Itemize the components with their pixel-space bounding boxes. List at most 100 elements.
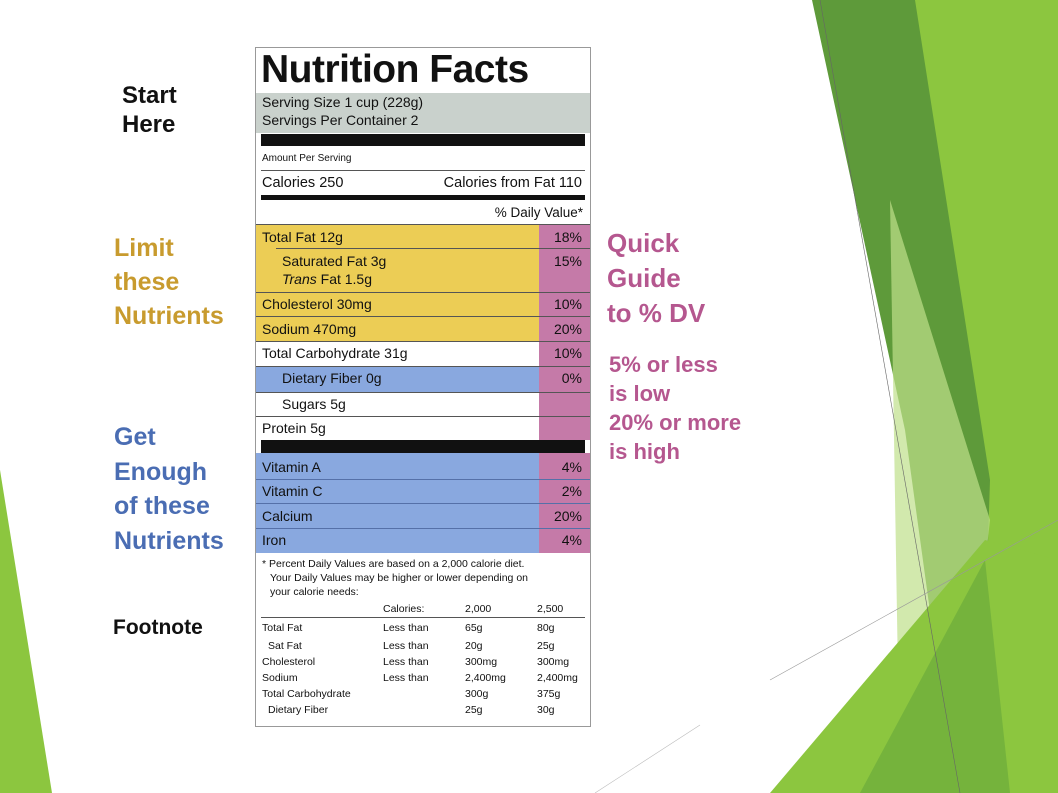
cholesterol: Cholesterol 30mg xyxy=(262,296,372,312)
saturated-fat-dv: 15% xyxy=(553,253,582,269)
fn-row-label: Dietary Fiber xyxy=(268,704,329,716)
limit-nutrients-block xyxy=(256,224,590,341)
fn-row-2000: 300g xyxy=(465,688,489,700)
footnote-callout: Footnote xyxy=(113,616,203,639)
divider xyxy=(256,292,590,293)
divider xyxy=(256,316,590,317)
fn-row-label: Sodium xyxy=(262,672,298,684)
saturated-fat: Saturated Fat 3g xyxy=(282,253,387,269)
limit-nutrients-callout: Limit these Nutrients xyxy=(114,231,224,333)
quick-guide-callout: Quick Guide to % DV xyxy=(607,226,705,331)
sodium: Sodium 470mg xyxy=(262,321,357,337)
divider xyxy=(256,224,590,225)
calcium: Calcium xyxy=(262,508,313,524)
callout-line: Start xyxy=(122,82,177,109)
protein: Protein 5g xyxy=(262,420,326,436)
amount-per-serving: Amount Per Serving xyxy=(262,153,352,164)
bottom-right-green-shape-dark xyxy=(860,560,1010,793)
total-fat-dv: 18% xyxy=(553,229,582,245)
fn-row-limit: Less than xyxy=(383,672,429,684)
fn-row-2000: 25g xyxy=(465,704,483,716)
divider xyxy=(261,170,585,171)
callout-line: Guide xyxy=(607,263,681,293)
fn-row-2500: 2,400mg xyxy=(537,672,578,684)
calcium-dv: 20% xyxy=(553,508,582,524)
divider xyxy=(276,248,590,249)
callout-line: these xyxy=(114,268,180,296)
callout-line: to % DV xyxy=(607,298,706,328)
calories-from-fat: Calories from Fat 110 xyxy=(443,175,582,191)
medium-divider xyxy=(261,195,585,200)
callout-line: is low xyxy=(609,381,671,406)
get-enough-callout: Get Enough of these Nutrients xyxy=(114,420,224,558)
dv-pink-column xyxy=(539,224,590,440)
divider xyxy=(256,416,590,417)
dietary-fiber-dv: 0% xyxy=(561,370,582,386)
total-carbohydrate-dv: 10% xyxy=(553,345,582,361)
fn-row-2500: 300mg xyxy=(537,656,570,668)
sugars: Sugars 5g xyxy=(282,396,346,412)
footnote-header-2000: 2,000 xyxy=(465,603,492,615)
thick-divider xyxy=(261,134,585,146)
dietary-fiber: Dietary Fiber 0g xyxy=(282,370,382,386)
vitamin-a: Vitamin A xyxy=(262,459,321,475)
callout-line: 20% or more xyxy=(609,410,742,435)
decor-line-1 xyxy=(819,0,961,793)
callout-line: Limit xyxy=(114,234,174,262)
callout-line: Here xyxy=(122,110,176,138)
divider xyxy=(256,341,590,342)
callout-line: is high xyxy=(609,439,680,464)
fn-row-limit: Less than xyxy=(383,656,429,668)
callout-line: Nutrients xyxy=(114,302,224,330)
calories: Calories 250 xyxy=(262,175,344,191)
left-green-triangle xyxy=(0,470,52,793)
divider xyxy=(261,617,585,618)
sodium-dv: 20% xyxy=(553,321,582,337)
fn-row-label: Cholesterol xyxy=(262,656,316,668)
serving-size: Serving Size 1 cup (228g) xyxy=(262,94,424,110)
fn-row-2500: 25g xyxy=(537,640,555,652)
trans-fat: Trans Fat 1.5g xyxy=(282,271,372,287)
daily-value-header: % Daily Value* xyxy=(494,205,583,220)
divider xyxy=(256,479,590,480)
serving-band xyxy=(256,93,590,133)
footnote-line: Your Daily Values may be higher or lower… xyxy=(270,572,528,584)
servings-per-container: Servings Per Container 2 xyxy=(262,112,419,128)
divider xyxy=(256,528,590,529)
label-title: Nutrition Facts xyxy=(261,48,529,91)
nutrition-facts-label: Nutrition Facts Serving Size 1 cup (228g… xyxy=(255,47,591,727)
total-carbohydrate: Total Carbohydrate 31g xyxy=(262,345,408,361)
iron-dv: 4% xyxy=(561,532,582,548)
fn-row-2000: 2,400mg xyxy=(465,672,506,684)
footnote-header-calories: Calories: xyxy=(383,603,425,615)
dv-range-callout: 5% or less is low 20% or more is high xyxy=(609,350,741,466)
divider xyxy=(256,503,590,504)
callout-line: 5% or less xyxy=(609,352,718,377)
fn-row-label: Sat Fat xyxy=(268,640,302,652)
start-here-callout: Start Here xyxy=(122,82,177,140)
iron: Iron xyxy=(262,532,287,548)
fn-row-2000: 65g xyxy=(465,622,483,634)
fn-row-2000: 300mg xyxy=(465,656,498,668)
fn-row-limit: Less than xyxy=(383,622,429,634)
fn-row-2500: 30g xyxy=(537,704,555,716)
fn-row-label: Total Fat xyxy=(262,622,303,634)
fn-row-2500: 80g xyxy=(537,622,555,634)
fn-row-label: Total Carbohydrate xyxy=(262,688,351,700)
callout-line: Enough xyxy=(114,457,208,486)
divider xyxy=(256,392,590,393)
cholesterol-dv: 10% xyxy=(553,296,582,312)
footnote-line: your calorie needs: xyxy=(270,586,359,598)
decor-line-3 xyxy=(594,724,701,793)
fn-row-2000: 20g xyxy=(465,640,483,652)
divider xyxy=(256,366,590,367)
callout-line: Quick xyxy=(607,228,680,258)
fn-row-2500: 375g xyxy=(537,688,561,700)
thick-divider xyxy=(261,440,585,453)
vitamin-c-dv: 2% xyxy=(561,483,582,499)
decor-line-2 xyxy=(769,519,1058,681)
fiber-band xyxy=(256,367,590,392)
total-fat: Total Fat 12g xyxy=(262,229,343,245)
vitamin-c: Vitamin C xyxy=(262,483,323,499)
